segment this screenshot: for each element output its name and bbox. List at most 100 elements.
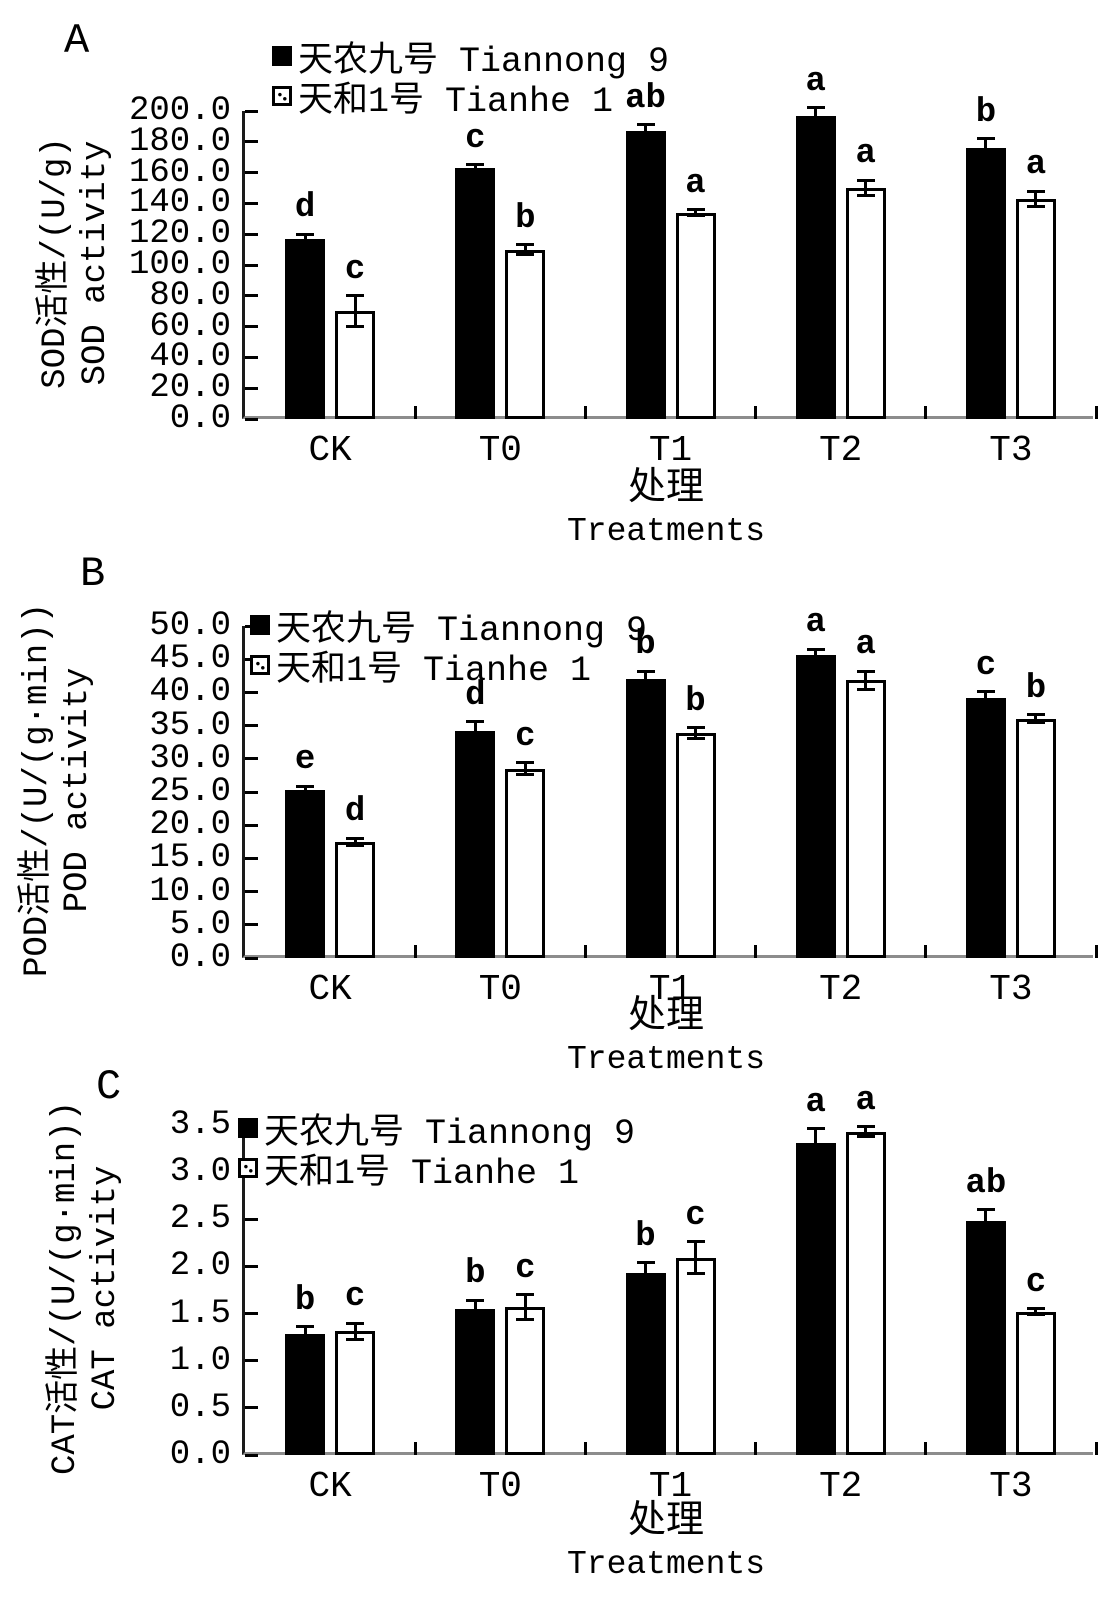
panel-label-c: C bbox=[96, 1063, 122, 1111]
y-axis-tick bbox=[245, 201, 258, 205]
error-bar-cap bbox=[856, 178, 875, 182]
bar-tiannong9-t0 bbox=[455, 730, 496, 958]
x-category-label: T2 bbox=[819, 430, 863, 471]
legend-item-tianhe1: 天和1号 Tianhe 1 bbox=[250, 645, 647, 691]
legend: 天农九号 Tiannong 9 天和1号 Tianhe 1 bbox=[272, 36, 669, 122]
error-bar-cap bbox=[806, 106, 825, 110]
significance-letter: b bbox=[685, 682, 706, 721]
bar-tianhe1-t3 bbox=[1015, 198, 1056, 419]
y-tick-label: 3.5 bbox=[169, 1106, 231, 1144]
y-axis-tick bbox=[245, 1264, 258, 1268]
x-axis-tick bbox=[924, 945, 928, 958]
y-axis-tick bbox=[245, 140, 258, 144]
y-axis-tick bbox=[245, 890, 258, 894]
legend-item-tianhe1: 天和1号 Tianhe 1 bbox=[272, 76, 669, 122]
error-bar bbox=[864, 1126, 868, 1137]
y-tick-label: 2.5 bbox=[169, 1200, 231, 1239]
error-bar-cap bbox=[806, 1127, 825, 1131]
error-bar-cap bbox=[466, 720, 485, 724]
error-bar-cap bbox=[636, 1281, 655, 1285]
error-bar-cap bbox=[346, 1338, 365, 1342]
error-bar-cap bbox=[976, 155, 995, 159]
y-tick-label: 0.5 bbox=[169, 1388, 231, 1427]
legend-label-tianhe1: 天和1号 Tianhe 1 bbox=[298, 81, 614, 122]
error-bar-cap bbox=[856, 1125, 875, 1129]
error-bar bbox=[303, 234, 307, 244]
legend-item-tiannong9: 天农九号 Tiannong 9 bbox=[238, 1108, 635, 1154]
error-bar-cap bbox=[636, 1261, 655, 1265]
error-bar-cap bbox=[856, 194, 875, 198]
significance-letter: b bbox=[635, 626, 656, 665]
y-axis-tick bbox=[245, 232, 258, 236]
significance-letter: c bbox=[515, 1249, 536, 1288]
error-bar-cap bbox=[466, 169, 485, 173]
significance-letter: a bbox=[805, 1083, 826, 1122]
y-tick-label: 40.0 bbox=[149, 338, 231, 377]
bar-tiannong9-t1 bbox=[625, 679, 666, 958]
error-bar-cap bbox=[636, 135, 655, 139]
error-bar bbox=[984, 138, 988, 158]
bar-tiannong9-t2 bbox=[795, 654, 836, 958]
bar-tiannong9-t0 bbox=[455, 167, 496, 419]
significance-letter: d bbox=[465, 676, 486, 715]
y-axis-tick bbox=[245, 294, 258, 298]
x-axis-tick bbox=[924, 1442, 928, 1455]
bar-tianhe1-t3 bbox=[1015, 1311, 1056, 1455]
error-bar-cap bbox=[856, 688, 875, 692]
bar-tiannong9-t0 bbox=[455, 1308, 496, 1455]
x-axis-tick bbox=[754, 406, 758, 419]
error-bar-cap bbox=[296, 1340, 315, 1344]
error-bar-cap bbox=[1026, 1313, 1045, 1316]
y-axis-tick bbox=[245, 856, 258, 860]
y-axis-title-cn: CAT活性/(U/(g·min)) bbox=[47, 1100, 85, 1476]
y-axis-tick bbox=[245, 690, 258, 694]
error-bar-cap bbox=[516, 243, 535, 247]
error-bar-cap bbox=[806, 121, 825, 125]
error-bar-cap bbox=[976, 137, 995, 141]
y-tick-label: 5.0 bbox=[169, 905, 231, 944]
y-tick-label: 1.0 bbox=[169, 1341, 231, 1380]
error-bar-cap bbox=[516, 1293, 535, 1297]
y-axis-tick bbox=[245, 1312, 258, 1316]
error-bar bbox=[303, 1326, 307, 1342]
y-tick-label: 3.0 bbox=[169, 1153, 231, 1192]
error-bar-cap bbox=[346, 836, 365, 840]
y-tick-label: 60.0 bbox=[149, 307, 231, 346]
error-bar-cap bbox=[1026, 189, 1045, 193]
x-axis-title-cn: 处理 bbox=[627, 468, 704, 511]
bar-tiannong9-ck bbox=[285, 790, 326, 958]
panel-sod: A SOD活性/(U/g) SOD activity 天农九号 Tiannong… bbox=[0, 0, 1102, 550]
y-axis-tick bbox=[245, 355, 258, 359]
error-bar-cap bbox=[346, 325, 365, 329]
y-tick-label: 2.0 bbox=[169, 1247, 231, 1286]
error-bar-cap bbox=[516, 252, 535, 256]
error-bar-cap bbox=[686, 208, 705, 212]
error-bar-cap bbox=[296, 792, 315, 796]
error-bar-cap bbox=[1026, 1307, 1045, 1311]
legend-item-tiannong9: 天农九号 Tiannong 9 bbox=[250, 605, 647, 651]
x-axis-title-cn: 处理 bbox=[627, 996, 704, 1039]
x-axis-tick bbox=[413, 406, 417, 419]
y-tick-label: 160.0 bbox=[128, 153, 231, 192]
error-bar-cap bbox=[636, 685, 655, 689]
filled-square-icon bbox=[238, 1118, 258, 1138]
error-bar bbox=[473, 1300, 477, 1318]
x-category-label: T0 bbox=[478, 1466, 522, 1507]
error-bar-cap bbox=[466, 163, 485, 167]
x-axis-title-en: Treatments bbox=[566, 513, 766, 550]
error-bar-cap bbox=[346, 1321, 365, 1325]
y-tick-label: 45.0 bbox=[149, 640, 231, 679]
y-tick-label: 0.0 bbox=[169, 1436, 231, 1474]
panel-pod: B POD活性/(U/(g·min)) POD activity 天农九号 Ti… bbox=[0, 533, 1102, 1078]
error-bar-cap bbox=[636, 123, 655, 127]
significance-letter: c bbox=[344, 250, 366, 289]
error-bar bbox=[694, 209, 697, 216]
y-axis-tick bbox=[245, 417, 258, 421]
bar-tiannong9-t2 bbox=[795, 1142, 836, 1455]
error-bar-cap bbox=[1026, 721, 1045, 725]
significance-letter: a bbox=[685, 164, 706, 203]
error-bar-cap bbox=[1026, 713, 1045, 717]
significance-letter: ab bbox=[965, 1164, 1007, 1203]
y-tick-label: 80.0 bbox=[149, 276, 231, 315]
plot-area-sod: 0.0 20.0 40.0 60.0 80.0 100.0 120.0 140.0 160.0 1… bbox=[129, 63, 1098, 471]
